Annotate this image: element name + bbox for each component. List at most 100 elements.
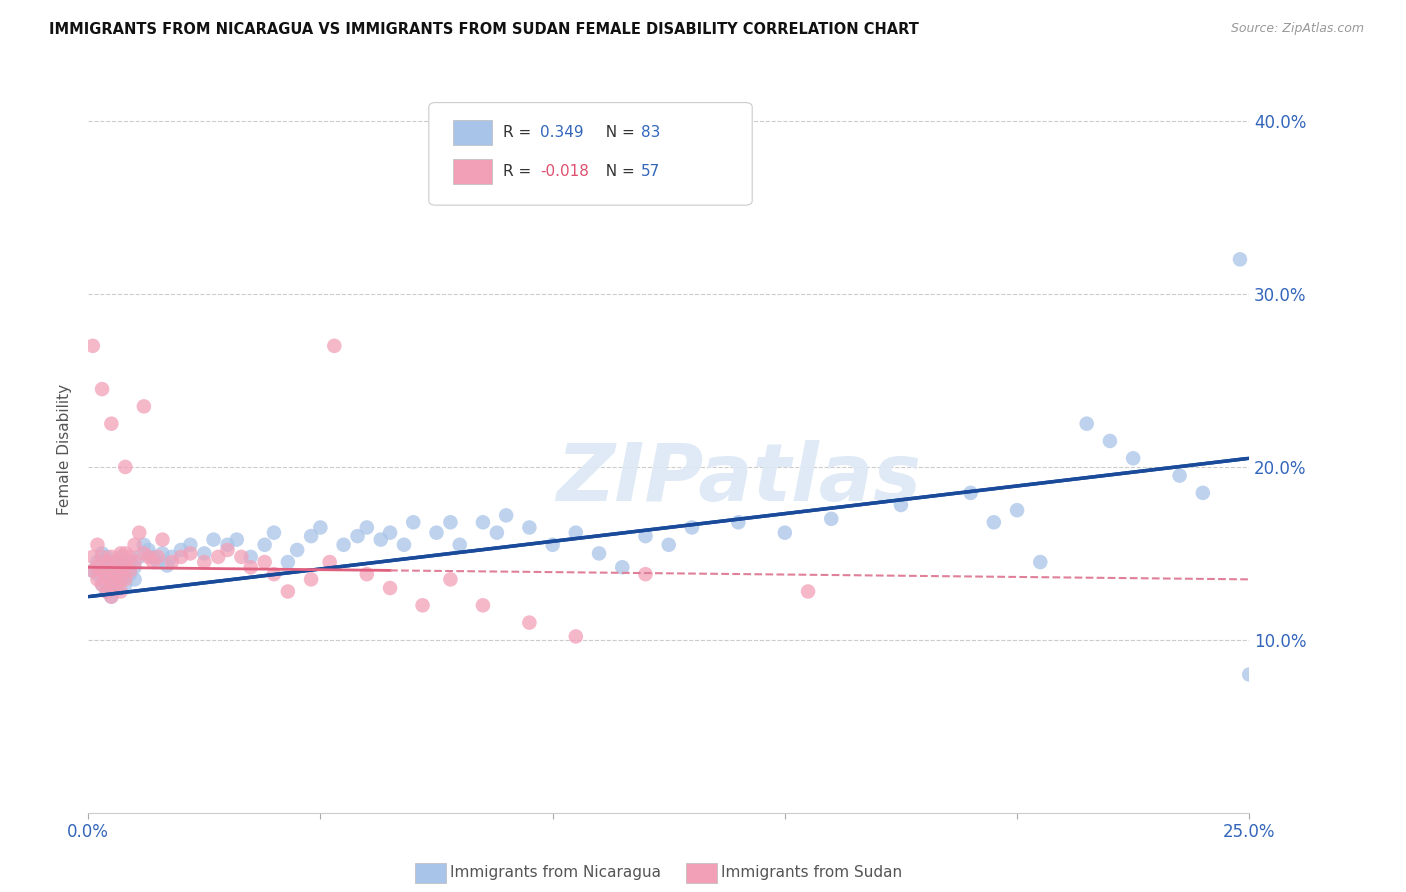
Text: R =: R = [503,164,537,178]
Point [114,573,136,587]
Point [225,533,247,547]
Point [96,584,118,599]
Point [82,564,104,578]
Point [253,555,276,569]
Point [1122,451,1144,466]
Point [983,516,1005,530]
Point [138,549,160,564]
Point [100,549,122,564]
Point [820,512,842,526]
Point [797,584,820,599]
Point [96,584,118,599]
Point [82,564,104,578]
Point [100,575,122,590]
Point [128,525,150,540]
Point [612,560,634,574]
Point [124,538,146,552]
Point [1168,468,1191,483]
Point [253,538,276,552]
Point [402,516,425,530]
Point [160,555,183,569]
Point [378,525,401,540]
Point [1192,486,1215,500]
Point [96,573,118,587]
Point [105,555,128,569]
Point [277,584,299,599]
Point [114,459,136,474]
Point [412,599,434,613]
Point [346,529,368,543]
Point [323,339,346,353]
Point [471,599,494,613]
Point [110,560,132,574]
Point [263,567,285,582]
Point [96,555,118,569]
Text: Immigrants from Sudan: Immigrants from Sudan [721,865,903,880]
Point [110,584,132,599]
Text: 83: 83 [641,125,661,139]
Point [110,573,132,587]
Point [124,555,146,569]
Point [565,525,588,540]
Point [91,546,114,560]
Point [105,567,128,582]
Point [299,529,322,543]
Point [100,564,122,578]
Point [170,549,193,564]
Point [105,555,128,569]
Point [217,543,239,558]
Point [82,549,104,564]
Point [118,567,141,582]
Point [100,575,122,590]
Point [207,549,229,564]
Point [91,564,114,578]
Text: IMMIGRANTS FROM NICARAGUA VS IMMIGRANTS FROM SUDAN FEMALE DISABILITY CORRELATION: IMMIGRANTS FROM NICARAGUA VS IMMIGRANTS … [49,22,920,37]
Point [588,546,610,560]
Point [299,573,322,587]
Point [100,590,122,604]
Point [285,543,308,558]
Point [193,555,215,569]
Point [217,538,239,552]
Point [160,549,183,564]
Point [105,581,128,595]
Point [318,555,340,569]
Point [277,555,299,569]
Point [179,546,201,560]
Point [91,577,114,591]
Text: N =: N = [596,164,640,178]
Point [91,382,114,396]
Point [231,549,253,564]
Point [146,549,169,564]
Text: Source: ZipAtlas.com: Source: ZipAtlas.com [1230,22,1364,36]
Point [179,538,201,552]
Text: 0.349: 0.349 [540,125,583,139]
Point [565,630,588,644]
Point [146,555,169,569]
Point [132,546,155,560]
Point [356,567,378,582]
Text: -0.018: -0.018 [540,164,589,178]
Point [100,590,122,604]
Point [110,573,132,587]
Point [91,577,114,591]
Point [449,538,471,552]
Text: ZIPatlas: ZIPatlas [555,440,921,517]
Point [156,558,179,573]
Point [332,538,354,552]
Point [890,498,912,512]
Point [114,577,136,591]
Point [132,400,155,414]
Point [96,549,118,564]
Point [370,533,392,547]
Text: Immigrants from Nicaragua: Immigrants from Nicaragua [450,865,661,880]
Point [439,516,461,530]
Point [425,525,447,540]
Point [82,339,104,353]
Point [378,581,401,595]
Point [110,546,132,560]
Text: 57: 57 [641,164,661,178]
Point [1005,503,1028,517]
Point [138,543,160,558]
Point [142,549,165,564]
